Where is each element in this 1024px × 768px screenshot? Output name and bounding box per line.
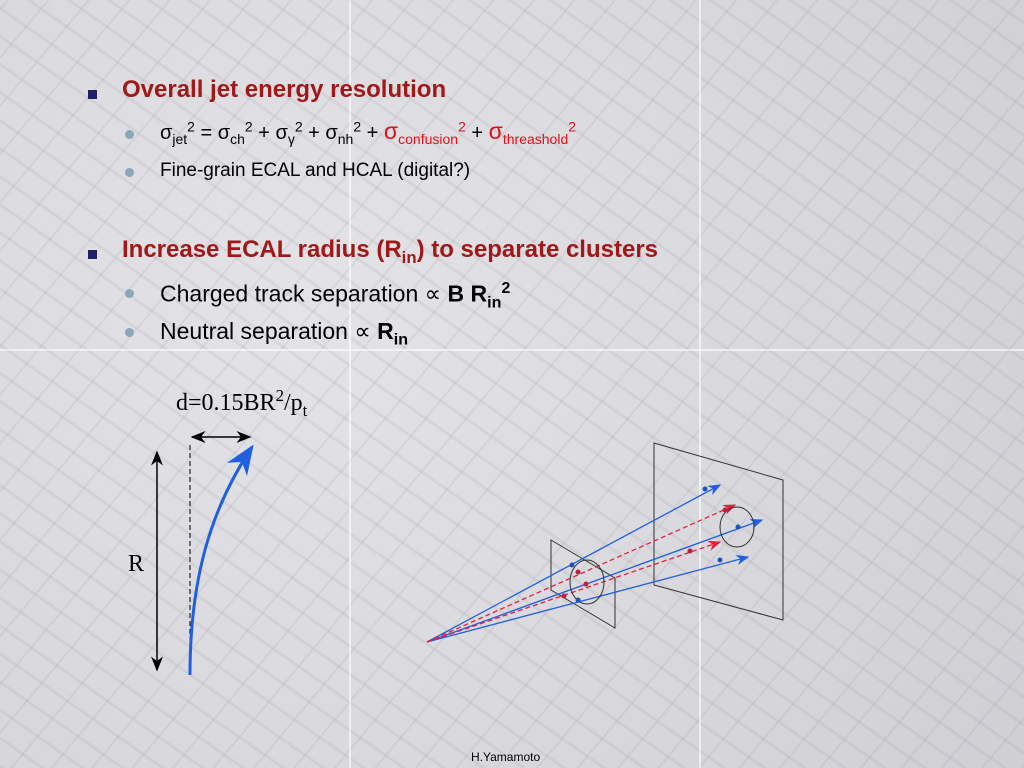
text-part: 2 — [501, 279, 511, 297]
text-part: σ — [383, 118, 399, 144]
text-part: γ — [287, 131, 295, 147]
text-part: = σ — [194, 122, 231, 144]
square-bullet — [88, 250, 97, 259]
text-part: H.Yamamoto — [471, 750, 541, 764]
text-part: R — [377, 318, 394, 344]
text-part: confusion — [398, 131, 459, 147]
cluster-circle — [719, 506, 755, 548]
text-part: nh — [337, 131, 354, 147]
text-part: 2 — [244, 118, 253, 135]
hit-dots — [561, 486, 741, 603]
text-part: threashold — [502, 131, 569, 147]
text-part: in — [401, 247, 417, 267]
text-part: 2 — [568, 118, 577, 135]
text-part: Increase ECAL radius (R — [122, 236, 402, 263]
inner-plane — [550, 539, 616, 629]
square-bullet — [88, 90, 97, 99]
bullet-text: Fine-grain ECAL and HCAL (digital?) — [160, 160, 470, 182]
formula: σjet2 = σch2 + σγ2 + σnh2 + σconfusion2 … — [160, 118, 576, 147]
text-part: B R — [447, 280, 488, 307]
bullet-text: Charged track separation ∝ B Rin2 — [160, 279, 510, 312]
text-part: + — [361, 122, 384, 144]
text-part: + σ — [302, 122, 338, 144]
round-bullet — [125, 130, 134, 139]
text-part: 2 — [275, 386, 284, 405]
text-part: ) to separate clusters — [416, 236, 659, 263]
track-curve — [188, 444, 254, 676]
text-part: 2 — [353, 118, 362, 135]
text-part: Charged track separation ∝ — [160, 280, 448, 307]
diagram-formula: d=0.15BR2/pt — [176, 386, 307, 421]
footer: H.Yamamoto — [471, 750, 540, 764]
heading: Increase ECAL radius (Rin) to separate c… — [122, 236, 658, 268]
round-bullet — [125, 328, 134, 337]
text-part: σ — [488, 118, 503, 144]
text-part: in — [487, 293, 502, 312]
round-bullet — [125, 289, 134, 298]
charged-tracks — [426, 484, 764, 643]
text-part: /p — [283, 390, 303, 416]
heading: Overall jet energy resolution — [122, 76, 446, 104]
text-part: in — [393, 330, 409, 349]
cluster-circle — [569, 559, 605, 605]
text-part: σ — [160, 122, 173, 144]
text-part: jet — [172, 131, 188, 147]
text-part: Overall jet energy resolution — [122, 76, 447, 103]
text-part: R — [128, 551, 145, 577]
outer-plane — [653, 442, 784, 621]
r-label: R — [128, 551, 144, 578]
text-part: 2 — [187, 118, 195, 135]
round-bullet — [125, 168, 134, 177]
text-part: 2 — [294, 118, 303, 135]
bullet-text: Neutral separation ∝ Rin — [160, 318, 408, 350]
text-part: ch — [230, 131, 245, 147]
text-part: 2 — [458, 118, 466, 135]
text-part: + — [465, 122, 489, 144]
text-part: d=0.15BR — [176, 390, 276, 416]
text-part: + σ — [252, 122, 288, 144]
text-part: Fine-grain ECAL and HCAL (digital?) — [160, 160, 471, 181]
neutral-tracks — [426, 504, 737, 643]
text-part: Neutral separation ∝ — [160, 318, 378, 344]
text-part: t — [302, 400, 308, 420]
